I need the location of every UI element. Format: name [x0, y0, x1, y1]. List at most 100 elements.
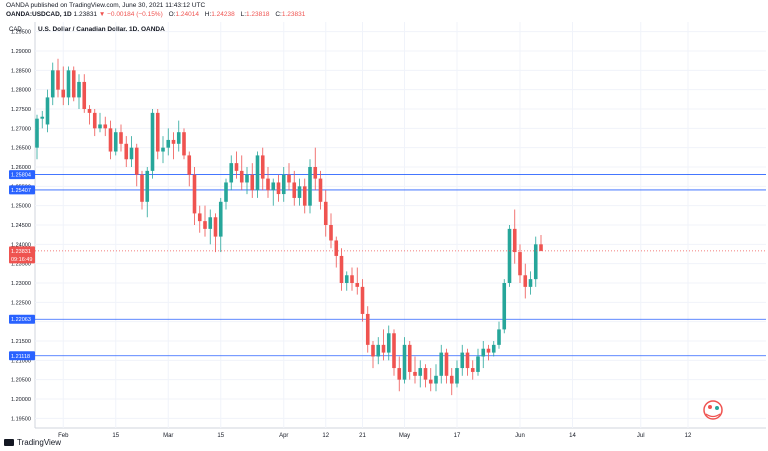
candle-body[interactable] [344, 275, 349, 283]
candle-body[interactable] [481, 348, 486, 357]
candle-body[interactable] [266, 178, 270, 191]
candle-body[interactable] [386, 333, 391, 353]
candle-body[interactable] [439, 352, 444, 376]
candle-body[interactable] [224, 182, 228, 202]
candle-body[interactable] [350, 275, 354, 283]
candle-body[interactable] [161, 147, 165, 152]
candle-body[interactable] [334, 240, 339, 256]
candle-body[interactable] [318, 178, 323, 202]
candle-body[interactable] [539, 244, 543, 251]
candle-body[interactable] [124, 143, 129, 160]
candle-body[interactable] [166, 139, 171, 148]
candle-body[interactable] [523, 275, 528, 287]
candle-body[interactable] [50, 70, 55, 98]
candle-body[interactable] [145, 170, 150, 202]
candle-body[interactable] [339, 255, 344, 283]
candle-body[interactable] [234, 163, 239, 171]
candle-body[interactable] [82, 81, 87, 109]
candle-body[interactable] [197, 213, 202, 222]
candle-body[interactable] [71, 70, 76, 98]
candle-body[interactable] [218, 201, 223, 237]
candle-body[interactable] [376, 344, 381, 357]
candle-body[interactable] [497, 329, 501, 345]
candle-body[interactable] [113, 132, 118, 152]
candle-body[interactable] [192, 174, 197, 214]
candle-body[interactable] [297, 186, 302, 198]
candle-body[interactable] [87, 109, 92, 113]
candle-body[interactable] [476, 356, 480, 372]
candle-body[interactable] [381, 344, 386, 353]
candle-body[interactable] [428, 379, 433, 384]
candle-body[interactable] [250, 174, 255, 191]
candle-body[interactable] [176, 132, 181, 144]
candle-body[interactable] [313, 167, 318, 179]
candle-body[interactable] [134, 147, 139, 175]
candle-body[interactable] [119, 132, 123, 144]
candle-body[interactable] [35, 118, 39, 148]
y-tick-label: 1.27500 [11, 107, 31, 113]
candle-body[interactable] [418, 368, 423, 376]
candle-body[interactable] [56, 70, 60, 90]
candle-body[interactable] [308, 167, 312, 206]
candle-body[interactable] [182, 132, 186, 156]
candle-body[interactable] [187, 155, 192, 175]
candle-body[interactable] [98, 124, 102, 129]
candle-body[interactable] [77, 81, 81, 98]
candle-body[interactable] [255, 155, 260, 191]
candle-body[interactable] [103, 124, 108, 129]
candle-body[interactable] [423, 368, 428, 380]
candle-body[interactable] [281, 174, 286, 195]
tradingview-footer[interactable]: TradingView [4, 438, 61, 447]
candle-body[interactable] [66, 70, 71, 98]
candle-body[interactable] [460, 352, 465, 369]
candle-body[interactable] [392, 333, 396, 369]
candle-body[interactable] [302, 186, 307, 206]
candle-body[interactable] [260, 155, 265, 179]
candle-body[interactable] [449, 375, 454, 384]
candle-body[interactable] [402, 344, 407, 380]
candle-body[interactable] [276, 182, 281, 195]
candle-body[interactable] [329, 225, 333, 241]
candle-body[interactable] [287, 174, 291, 183]
candle-body[interactable] [155, 112, 160, 152]
candle-body[interactable] [323, 201, 328, 225]
candle-body[interactable] [465, 352, 470, 369]
candle-body[interactable] [271, 182, 276, 191]
candle-body[interactable] [292, 182, 297, 198]
candle-body[interactable] [371, 344, 375, 357]
candle-body[interactable] [512, 228, 517, 253]
candle-body[interactable] [365, 313, 370, 345]
candle-body[interactable] [518, 252, 522, 276]
candle-body[interactable] [245, 174, 249, 183]
candle-body[interactable] [455, 368, 459, 384]
candle-body[interactable] [360, 286, 365, 314]
candle-body[interactable] [40, 116, 45, 119]
candle-body[interactable] [470, 368, 475, 372]
candle-body[interactable] [397, 368, 402, 380]
candle-body[interactable] [140, 174, 144, 202]
candle-body[interactable] [239, 170, 244, 183]
candle-body[interactable] [355, 283, 360, 287]
candle-body[interactable] [61, 89, 66, 98]
candle-body[interactable] [150, 112, 155, 171]
candle-body[interactable] [213, 217, 218, 237]
candle-body[interactable] [171, 139, 176, 144]
candle-body[interactable] [208, 217, 213, 229]
candle-body[interactable] [528, 279, 533, 287]
candle-body[interactable] [507, 228, 512, 283]
candle-body[interactable] [444, 352, 449, 376]
candle-body[interactable] [203, 221, 207, 229]
candle-body[interactable] [491, 344, 496, 353]
candle-body[interactable] [486, 348, 491, 353]
candle-body[interactable] [45, 97, 50, 125]
candle-body[interactable] [407, 344, 412, 372]
candle-body[interactable] [533, 244, 538, 280]
candle-body[interactable] [413, 371, 417, 376]
candle-body[interactable] [434, 375, 438, 384]
candle-body[interactable] [129, 147, 134, 160]
candle-body[interactable] [108, 128, 113, 152]
candle-body[interactable] [502, 283, 507, 330]
candle-body[interactable] [92, 112, 97, 129]
candle-body[interactable] [229, 163, 234, 183]
